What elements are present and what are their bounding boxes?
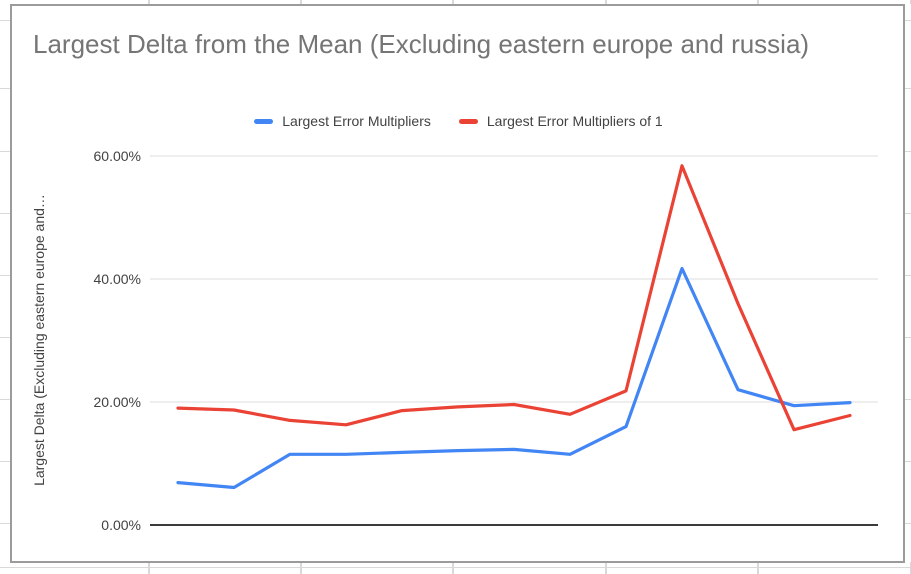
sheet-gridline xyxy=(905,88,911,89)
sheet-gridline xyxy=(605,0,607,4)
sheet-gridline xyxy=(905,275,911,276)
sheet-gridline xyxy=(148,0,150,4)
sheet-gridline xyxy=(148,562,150,574)
sheet-gridline xyxy=(0,337,10,338)
sheet-gridline xyxy=(0,523,10,524)
sheet-gridline xyxy=(905,461,911,462)
sheet-gridline xyxy=(452,0,454,4)
sheet-gridline xyxy=(0,567,911,568)
y-axis-tick-label: 40.00% xyxy=(93,271,141,287)
sheet-gridline xyxy=(905,213,911,214)
legend-item[interactable]: Largest Error Multipliers of 1 xyxy=(458,113,663,129)
legend-swatch-icon xyxy=(254,118,274,124)
sheet-gridline xyxy=(0,399,10,400)
legend-item-label: Largest Error Multipliers of 1 xyxy=(486,113,663,129)
sheet-gridline xyxy=(0,461,10,462)
sheet-gridline xyxy=(300,0,302,4)
sheet-gridline xyxy=(905,337,911,338)
chart-card[interactable] xyxy=(10,4,905,563)
series-line-largest-error-multipliers-of-1 xyxy=(176,164,852,432)
sheet-gridline xyxy=(452,562,454,574)
sheet-gridline xyxy=(0,20,10,21)
sheet-gridline xyxy=(605,562,607,574)
sheet-gridline xyxy=(0,151,10,152)
y-axis-tick-label: 0.00% xyxy=(101,517,141,533)
sheet-gridline xyxy=(0,88,10,89)
sheet-gridline xyxy=(300,562,302,574)
y-axis-tick-label: 60.00% xyxy=(93,148,141,164)
legend-swatch-icon xyxy=(458,118,478,124)
y-axis-tick-label: 20.00% xyxy=(93,394,141,410)
series-line-largest-error-multipliers xyxy=(176,266,852,490)
sheet-gridline xyxy=(905,523,911,524)
sheet-gridline xyxy=(757,0,759,4)
sheet-gridline xyxy=(0,275,10,276)
legend-item[interactable]: Largest Error Multipliers xyxy=(254,113,431,129)
sheet-gridline xyxy=(905,151,911,152)
sheet-gridline xyxy=(0,213,10,214)
legend-item-label: Largest Error Multipliers xyxy=(282,113,431,129)
sheet-gridline xyxy=(905,20,911,21)
chart-legend: Largest Error Multipliers Largest Error M… xyxy=(12,110,905,132)
sheet-gridline xyxy=(905,399,911,400)
sheet-gridline xyxy=(757,562,759,574)
chart-title: Largest Delta from the Mean (Excluding e… xyxy=(33,29,810,59)
